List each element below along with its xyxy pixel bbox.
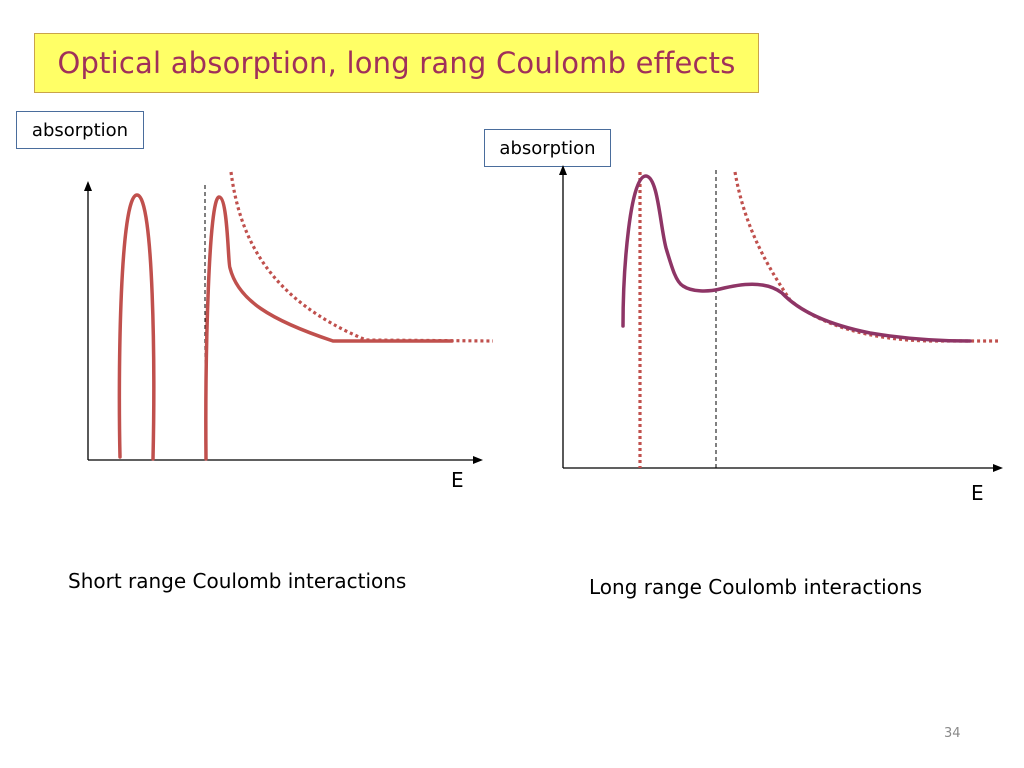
left-reference-dotted-curve (229, 171, 494, 343)
right-reference-dotted-curve (733, 171, 998, 343)
left-exciton-peak-2 (204, 195, 454, 461)
page-number: 34 (944, 726, 961, 741)
left-y-axis-label: absorption (16, 111, 144, 149)
right-long-range-absorption-curve (621, 174, 972, 343)
left-caption: Short range Coulomb interactions (68, 569, 407, 593)
left-panel-plot (84, 171, 494, 464)
left-exciton-peak-1 (117, 193, 156, 461)
left-x-axis-label: E (451, 468, 464, 492)
title-banner: Optical absorption, long rang Coulomb ef… (34, 33, 759, 93)
right-caption: Long range Coulomb interactions (589, 575, 923, 599)
slide-title: Optical absorption, long rang Coulomb ef… (57, 46, 736, 80)
right-y-axis-label: absorption (484, 129, 611, 167)
right-panel-plot (559, 165, 1003, 472)
right-x-axis-label: E (971, 481, 984, 505)
